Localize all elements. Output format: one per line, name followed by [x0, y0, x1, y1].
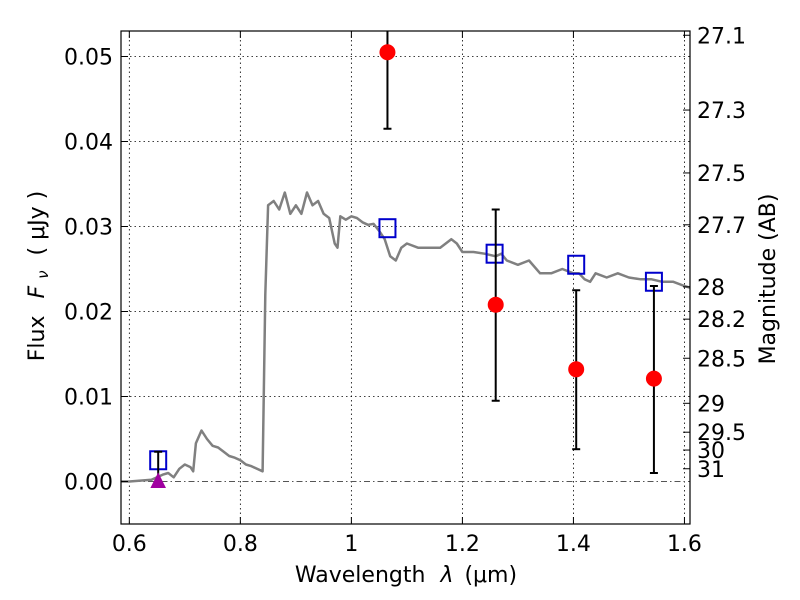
tick-marks: [121, 31, 690, 524]
x-axis-title: Wavelength λ (μm): [295, 563, 517, 588]
model-photometry-square: [378, 218, 397, 239]
y2-tick-label: 29.5: [697, 421, 746, 446]
y2-tick-label: 29: [697, 392, 725, 417]
y2-tick-label: 28.2: [697, 308, 746, 333]
y-tick-label: 0.04: [64, 131, 113, 156]
y-tick-label: 0.05: [64, 46, 113, 71]
observed-flux-point: [379, 44, 396, 61]
y2-tick-label: 31: [697, 458, 725, 483]
plot-border: [120, 30, 691, 525]
tick-labels: 0.6 0.8 1 1.2 1.4 1.6 0.00 0.01 0.02 0.03 0.04 0.05…: [64, 24, 746, 557]
y2-tick-label: 27.7: [697, 214, 746, 239]
observed-flux-point: [645, 370, 662, 387]
x-tick-label: 0.6: [112, 532, 147, 557]
model-photometry-square: [485, 243, 504, 264]
y2-tick-label: 27.5: [697, 162, 746, 187]
x-tick-label: 0.8: [223, 532, 258, 557]
y-tick-label: 0.03: [64, 216, 113, 241]
plot-frame: [120, 30, 691, 525]
y-axis-label: Flux: [25, 315, 50, 361]
upper-limit-triangle: [150, 472, 167, 488]
x-tick-label: 1.2: [445, 532, 480, 557]
x-tick-label: 1.4: [556, 532, 591, 557]
y-axis-symbol: F: [25, 285, 50, 298]
y-axis-title: Flux F ν ( μJy ): [25, 191, 54, 361]
x-tick-label: 1.6: [667, 532, 702, 557]
y-tick-label: 0.01: [64, 386, 113, 411]
y2-tick-label: 28.5: [697, 347, 746, 372]
y2-tick-label: 27.1: [697, 24, 746, 49]
model-photometry-square: [567, 254, 586, 275]
x-axis-unit: (μm): [464, 563, 517, 588]
x-axis-label: Wavelength: [295, 563, 426, 588]
x-axis-symbol: λ: [439, 563, 453, 588]
y-tick-label: 0.02: [64, 301, 113, 326]
y-axis-symbol-sub: ν: [34, 270, 52, 278]
model-spectrum-line: [121, 191, 691, 483]
y-axis-unit: ( μJy ): [25, 191, 50, 256]
y2-tick-label: 30: [697, 439, 725, 464]
observed-flux-point: [487, 296, 504, 313]
observed-flux-point: [568, 361, 585, 378]
y2-tick-label: 28: [697, 276, 725, 301]
y-tick-label: 0.00: [64, 471, 113, 496]
x-tick-label: 1: [344, 532, 358, 557]
chart-series: [121, 31, 691, 488]
y2-axis-title: Magnitude (AB): [756, 194, 781, 365]
y2-tick-label: 27.3: [697, 99, 746, 124]
